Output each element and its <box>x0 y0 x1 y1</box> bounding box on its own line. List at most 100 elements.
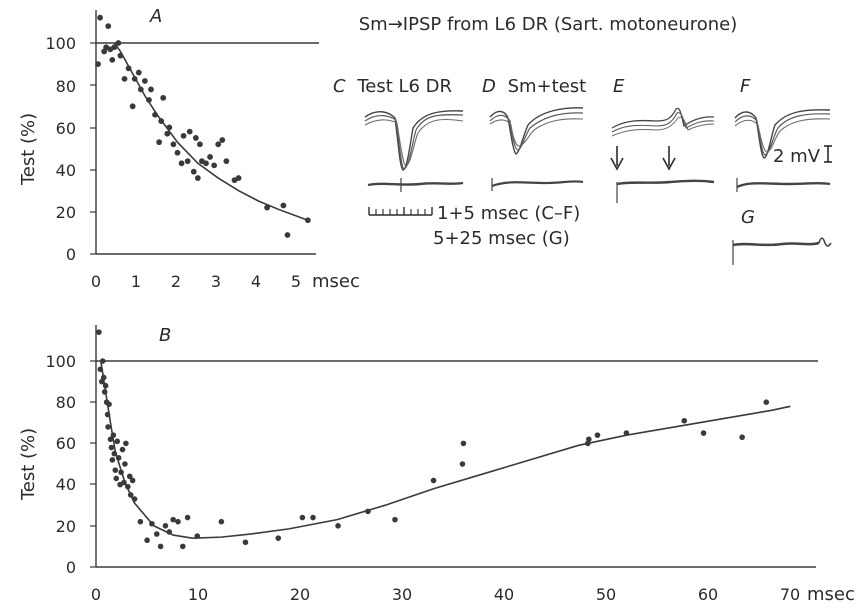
panel-a-data-point <box>129 103 136 110</box>
panel-b-y-tick-20: 20 <box>56 517 76 536</box>
panel-a-data-point <box>219 137 226 143</box>
panel-b-data-point <box>144 537 150 544</box>
trace-c-waveform <box>364 118 464 167</box>
panel-a-data-point <box>194 175 201 181</box>
trace-d-letter: D <box>482 76 496 97</box>
panel-b-data-point <box>299 514 306 521</box>
panel-a-x-tick-0: 0 <box>91 272 101 291</box>
panel-b-data-point <box>126 473 133 480</box>
panel-a-data-point <box>121 75 128 82</box>
panel-b-x-tick-20: 20 <box>290 585 310 604</box>
panel-b-data-point <box>460 440 467 447</box>
panel-b-x-tick-30: 30 <box>392 585 412 604</box>
panel-a-y-tick-40: 40 <box>56 161 76 180</box>
panel-a-data-point <box>280 202 287 209</box>
panel-a-data-point <box>148 86 154 93</box>
panel-a-data-point <box>174 149 181 156</box>
panel-b-data-point <box>105 424 111 430</box>
panel-a-y-tick-80: 80 <box>56 77 76 96</box>
panel-a-y-tick-60: 60 <box>56 119 76 138</box>
trace-f-waveform <box>734 118 831 153</box>
time-scale-label-g: 5+25 msec (G) <box>433 228 570 249</box>
panel-a-ylabel: Test (%) <box>18 113 39 186</box>
trace-d-baseline <box>491 180 584 188</box>
trace-d-waveforms <box>489 107 584 191</box>
panel-b-data-point <box>310 514 316 521</box>
time-scale-ruler: 1+5 msec (C–F) 5+25 msec (G) <box>368 203 580 249</box>
trace-f-letter: F <box>740 76 751 97</box>
time-scale-label-cf: 1+5 msec (C–F) <box>437 203 580 224</box>
panel-b-y-tick-60: 60 <box>56 434 76 453</box>
trace-g-letter: G <box>741 207 755 228</box>
panel-b-x-tick-50: 50 <box>596 585 616 604</box>
panel-a-data-point <box>170 141 177 148</box>
panel-a-y-tick-0: 0 <box>66 245 76 264</box>
panel-a-x-tick-1: 1 <box>131 272 141 291</box>
panel-b-data-point <box>392 516 398 523</box>
panel-b-data-point <box>137 518 144 525</box>
panel-a-x-tick-2: 2 <box>171 272 181 291</box>
panel-b-ylabel: Test (%) <box>18 428 39 501</box>
panel-b-data-point <box>157 543 164 550</box>
voltage-scale-label: 2 mV <box>773 146 821 167</box>
panel-a-data-point <box>203 160 209 167</box>
panel-b-data-point <box>123 440 129 447</box>
panel-a-data-point <box>192 135 199 141</box>
trace-c-waveforms <box>364 110 464 192</box>
panel-b-data-point <box>184 514 191 521</box>
panel-a-data-point <box>284 232 291 238</box>
panel-b-data-point <box>763 399 770 406</box>
panel-b-data-point <box>218 518 225 525</box>
panel-a-data-point <box>156 139 163 146</box>
panel-a-data-point <box>223 158 230 165</box>
panel-b-x-tick-40: 40 <box>494 585 514 604</box>
panel-b-data-point <box>114 438 121 445</box>
panel-a-data-point <box>95 61 101 67</box>
panel-a-data-point <box>97 14 103 21</box>
panel-b-data-point <box>594 432 601 438</box>
trace-c-waveform <box>364 114 464 170</box>
panel-b-data-point <box>112 467 119 473</box>
panel-b-data-point <box>700 430 707 436</box>
down-arrow-icon <box>610 157 624 171</box>
panel-b: B Test (%) 100 80 60 40 20 0 0 10 20 30 … <box>18 325 855 605</box>
trace-g-waveforms <box>732 237 832 265</box>
figure-title: Sm→IPSP from L6 DR (Sart. motoneurone) <box>359 14 738 35</box>
panel-b-data-point <box>586 436 592 443</box>
panel-a-fit-curve <box>113 42 309 221</box>
trace-g-end-deflection <box>818 237 832 247</box>
panel-a-y-tick-100: 100 <box>45 34 76 53</box>
trace-e-waveform <box>611 107 715 129</box>
panel-a-data-point <box>115 40 122 46</box>
trace-e-waveform <box>611 112 715 133</box>
trace-f-waveforms: 2 mV <box>734 109 832 192</box>
panel-b-letter: B <box>159 325 171 346</box>
panel-a-data-point <box>196 141 203 148</box>
trace-c-baseline <box>367 181 464 187</box>
panel-a-data-point <box>211 162 218 169</box>
panel-a-data-point <box>109 56 116 63</box>
panel-a-data-point <box>304 217 311 224</box>
panel-b-data-point <box>681 417 688 424</box>
trace-c-letter: C <box>333 76 346 97</box>
panel-a-data-point <box>178 160 185 167</box>
trace-e-baseline <box>616 179 715 186</box>
trace-d-waveform <box>489 112 584 151</box>
trace-d-waveform <box>489 118 584 147</box>
panel-b-y-tick-100: 100 <box>45 352 76 371</box>
panel-b-data-points <box>96 329 770 550</box>
panel-b-data-point <box>122 461 128 467</box>
panel-a-data-point <box>184 158 191 165</box>
panel-a-data-point <box>207 154 213 160</box>
trace-d-label: Sm+test <box>508 76 587 97</box>
panel-b-data-point <box>739 434 745 441</box>
panel-b-fit-curve <box>100 360 791 539</box>
panel-b-data-point <box>113 475 120 482</box>
trace-g-baseline <box>732 241 820 247</box>
down-arrow-icon <box>662 157 676 171</box>
panel-a-data-point <box>141 78 148 84</box>
trace-d-waveform <box>489 107 584 155</box>
panel-a-data-point <box>180 132 187 139</box>
trace-header: Sm→IPSP from L6 DR (Sart. motoneurone) C… <box>333 14 832 265</box>
